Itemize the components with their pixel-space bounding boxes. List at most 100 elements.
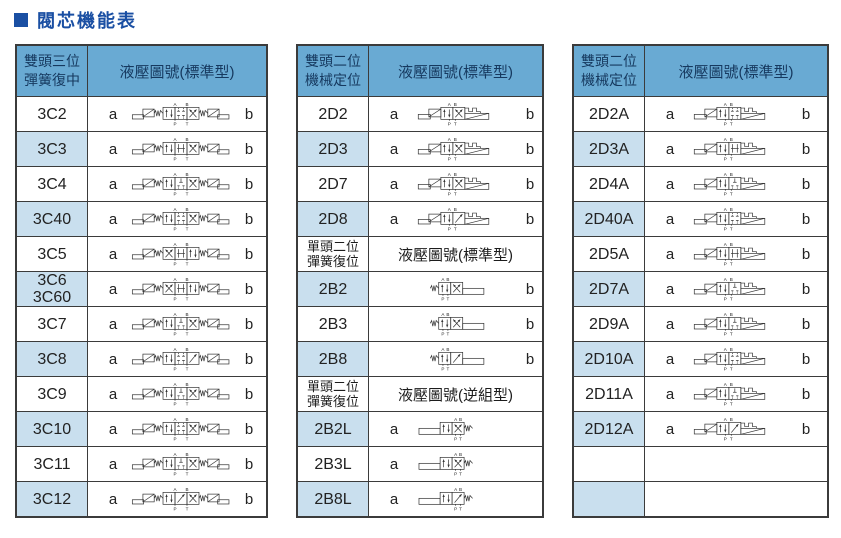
spool-code-cell: 2D7 <box>298 167 369 201</box>
spool-code: 3C9 <box>37 385 67 403</box>
spool-code: 2B3L <box>314 455 352 473</box>
position-b-label: b <box>244 350 254 368</box>
valve-symbol: A BP T <box>131 207 230 232</box>
position-b-label: b <box>244 245 254 263</box>
svg-text:A: A <box>173 102 177 107</box>
svg-text:A: A <box>173 382 177 387</box>
svg-text:A: A <box>441 347 445 352</box>
spool-code-cell: 2D10A <box>574 342 645 376</box>
svg-text:T: T <box>730 437 733 442</box>
spool-code-cell: 2D9A <box>574 307 645 341</box>
svg-text:P: P <box>441 297 444 302</box>
svg-text:T: T <box>730 297 733 302</box>
valve-symbol: A BP T <box>131 312 230 337</box>
svg-text:T: T <box>730 367 733 372</box>
svg-text:T: T <box>730 122 733 127</box>
svg-text:T: T <box>730 332 733 337</box>
svg-text:A: A <box>454 487 458 492</box>
spool-code-cell: 2B8L <box>298 482 369 516</box>
svg-text:B: B <box>185 312 188 317</box>
valve-symbol: A BP T <box>693 347 766 372</box>
spool-code-cell: 3C8 <box>17 342 88 376</box>
svg-text:T: T <box>730 157 733 162</box>
svg-text:B: B <box>730 312 733 317</box>
spool-code-cell: 2D12A <box>574 412 645 446</box>
header-row: 單頭二位 彈簧復位 液壓圖號(逆組型) <box>298 376 542 411</box>
spool-code-cell: 2D3 <box>298 132 369 166</box>
valve-symbol: A BP T <box>693 312 766 337</box>
header-diagram-text: 液壓圖號(標準型) <box>398 246 513 264</box>
spool-code-cell <box>574 447 645 481</box>
spool-code-cell: 2D3A <box>574 132 645 166</box>
spool-code-cell: 3C5 <box>17 237 88 271</box>
header-diagram-text: 液壓圖號(逆組型) <box>398 386 513 404</box>
spool-code: 3C12 <box>32 490 72 508</box>
svg-text:T: T <box>454 157 457 162</box>
svg-text:A: A <box>724 242 728 247</box>
svg-text:B: B <box>446 347 449 352</box>
header-spool-type: 單頭二位 彈簧復位 <box>298 377 369 411</box>
svg-text:T: T <box>730 402 733 407</box>
header-spool-type-line: 單頭二位 <box>306 379 359 394</box>
diagram-cell <box>645 482 827 516</box>
svg-text:T: T <box>730 262 733 267</box>
svg-text:P: P <box>454 507 457 512</box>
svg-text:B: B <box>446 277 449 282</box>
svg-text:B: B <box>730 417 733 422</box>
svg-text:T: T <box>730 192 733 197</box>
header-spool-type: 雙頭二位 機械定位 <box>574 46 645 96</box>
svg-text:P: P <box>454 437 457 442</box>
valve-symbol: A BP T <box>417 172 490 197</box>
svg-text:P: P <box>173 122 176 127</box>
svg-text:B: B <box>185 487 188 492</box>
position-a-label: a <box>108 280 118 298</box>
header-spool-type: 雙頭二位 機械定位 <box>298 46 369 96</box>
position-a-label: a <box>665 280 675 298</box>
svg-text:T: T <box>186 472 189 477</box>
page-title: 閥芯機能表 <box>14 7 137 33</box>
position-a-label: a <box>389 420 399 438</box>
valve-symbol: A BP T <box>131 277 230 302</box>
svg-text:B: B <box>454 207 457 212</box>
header-row: 雙頭二位 機械定位 液壓圖號(標準型) <box>298 46 542 96</box>
svg-text:T: T <box>186 437 189 442</box>
table-row <box>574 446 827 481</box>
valve-symbol: A BP T <box>131 452 230 477</box>
header-diagram-text: 液壓圖號(標準型) <box>119 63 235 81</box>
svg-text:P: P <box>173 297 176 302</box>
svg-text:A: A <box>173 207 177 212</box>
svg-text:B: B <box>459 452 462 457</box>
header-spool-type: 雙頭三位 彈簧復中 <box>17 46 88 96</box>
position-b-label: b <box>801 385 811 403</box>
position-b-label: b <box>244 105 254 123</box>
spool-code-cell: 2D5A <box>574 237 645 271</box>
spool-code-cell: 3C10 <box>17 412 88 446</box>
svg-text:T: T <box>186 402 189 407</box>
position-a-label: a <box>108 245 118 263</box>
svg-text:A: A <box>173 242 177 247</box>
svg-text:T: T <box>730 227 733 232</box>
